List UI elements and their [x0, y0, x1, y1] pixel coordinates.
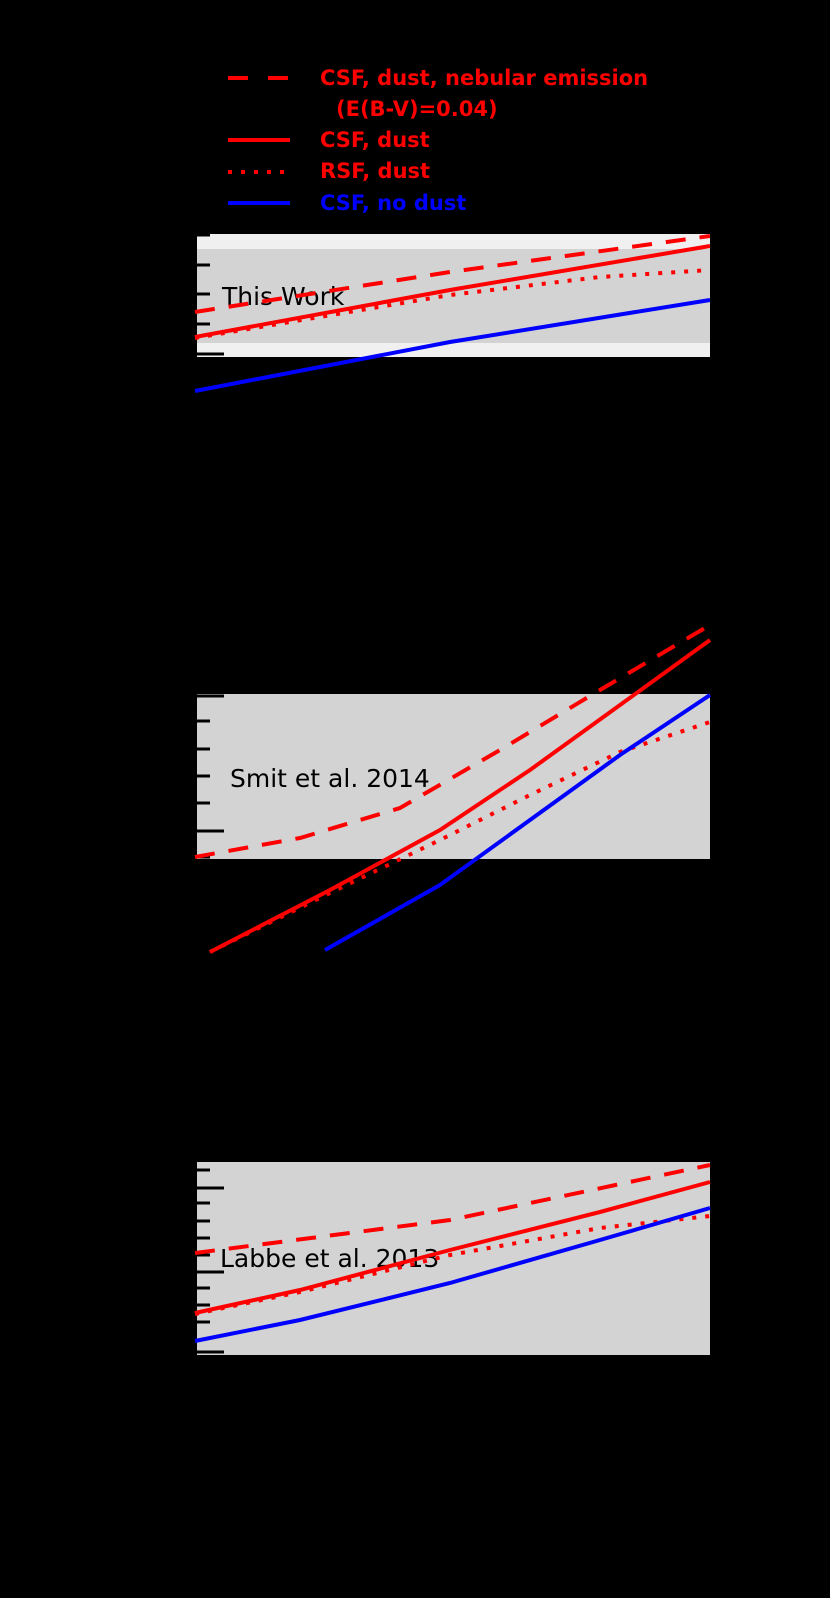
legend-sublabel-0: (E(B-V)=0.04): [336, 97, 498, 121]
series-line: [194, 1163, 711, 1255]
y-ticks: [197, 233, 224, 356]
panel-series: [194, 234, 711, 393]
panel-series: [194, 1163, 711, 1343]
series-line: [194, 1206, 711, 1343]
panel-labbe-2013: Labbe et al. 2013: [194, 1162, 711, 1355]
legend: CSF, dust, nebular emission (E(B-V)=0.04…: [228, 66, 648, 215]
y-ticks: [197, 694, 224, 859]
panel-this-work: This Work: [194, 233, 711, 393]
series-line: [324, 693, 712, 952]
series-line: [194, 244, 711, 339]
series-line: [209, 638, 712, 954]
series-line: [194, 1214, 711, 1316]
panel-label: Smit et al. 2014: [230, 764, 430, 793]
series-line: [194, 298, 711, 393]
legend-label-3: CSF, no dust: [320, 191, 466, 215]
panel-label: Labbe et al. 2013: [220, 1244, 439, 1273]
legend-label-2: RSF, dust: [320, 159, 430, 183]
panel-smit-2014: Smit et al. 2014: [194, 623, 712, 954]
series-line: [194, 1180, 711, 1315]
legend-label-0: CSF, dust, nebular emission: [320, 66, 648, 90]
legend-label-1: CSF, dust: [320, 128, 430, 152]
series-line: [194, 234, 711, 314]
panel-series: [194, 623, 712, 954]
y-ticks: [197, 1168, 224, 1354]
